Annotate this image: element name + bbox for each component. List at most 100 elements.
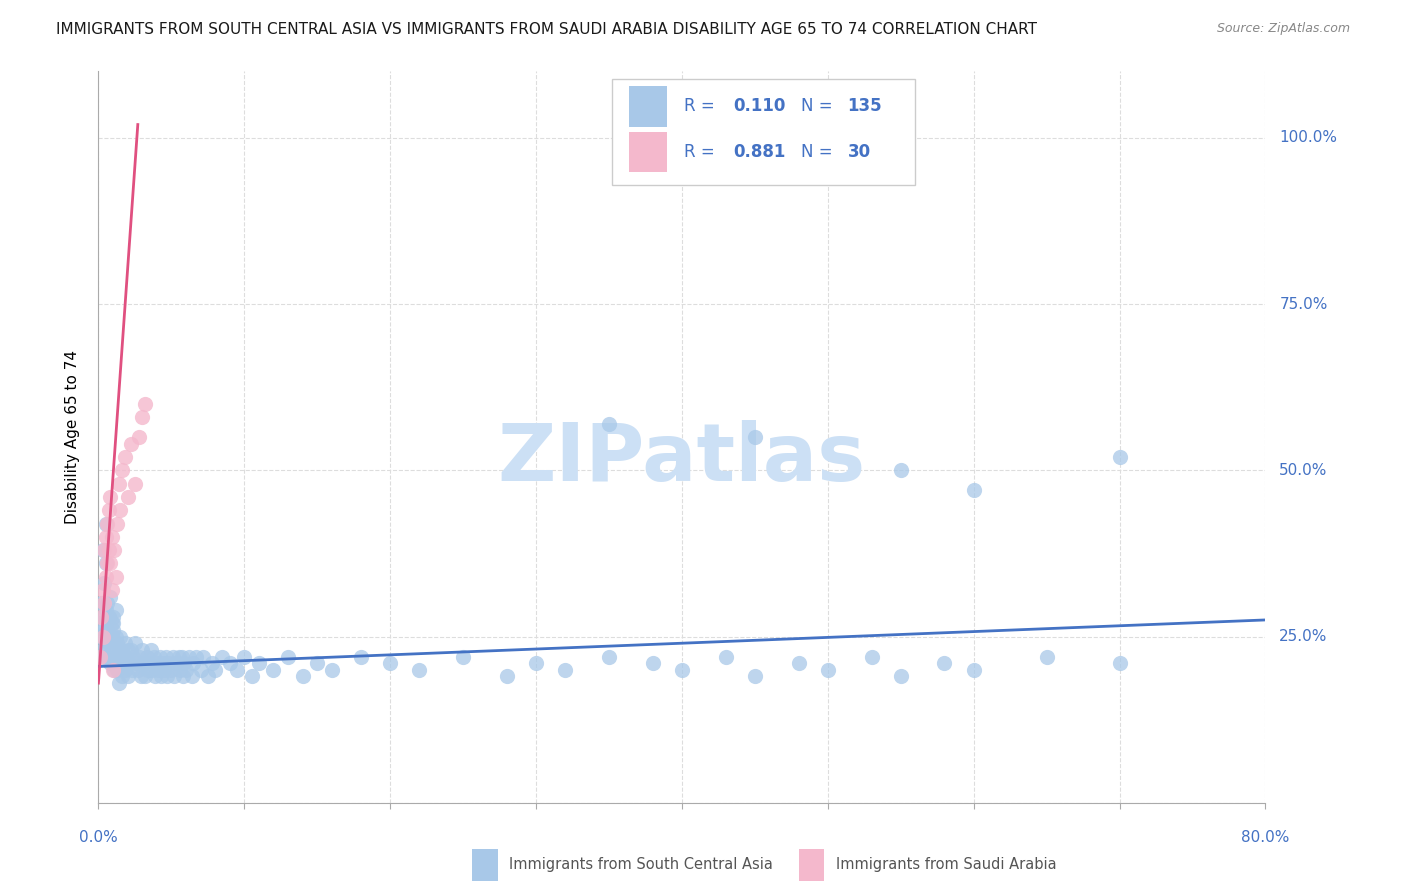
Point — [117, 669, 139, 683]
Point — [744, 669, 766, 683]
Point — [124, 476, 146, 491]
Point — [190, 663, 212, 677]
Text: N =: N = — [801, 97, 838, 115]
Point — [524, 656, 547, 670]
Point — [112, 656, 135, 670]
Point — [860, 649, 883, 664]
Point — [152, 656, 174, 670]
Point — [103, 663, 125, 677]
Point — [139, 643, 162, 657]
Point — [155, 649, 177, 664]
Point — [114, 450, 136, 464]
Point — [110, 630, 132, 644]
Point — [247, 656, 270, 670]
Point — [98, 630, 121, 644]
Point — [94, 516, 117, 531]
Point — [170, 649, 193, 664]
Point — [91, 630, 114, 644]
Point — [114, 663, 136, 677]
Point — [100, 530, 122, 544]
Point — [598, 649, 620, 664]
Point — [1108, 450, 1130, 464]
Point — [128, 649, 150, 664]
Point — [117, 643, 139, 657]
Point — [120, 436, 142, 450]
Point — [177, 649, 200, 664]
Point — [100, 582, 122, 597]
Point — [554, 663, 576, 677]
Text: 0.881: 0.881 — [734, 143, 786, 161]
Point — [146, 656, 169, 670]
Point — [110, 649, 132, 664]
Point — [496, 669, 519, 683]
Text: 75.0%: 75.0% — [1279, 297, 1327, 311]
Point — [121, 663, 143, 677]
Point — [91, 609, 114, 624]
Point — [226, 663, 249, 677]
Point — [598, 417, 620, 431]
Text: 0.110: 0.110 — [734, 97, 786, 115]
Point — [162, 649, 184, 664]
Point — [157, 656, 180, 670]
Point — [89, 616, 111, 631]
Point — [90, 596, 112, 610]
Point — [118, 656, 141, 670]
FancyBboxPatch shape — [630, 87, 666, 127]
Point — [277, 649, 299, 664]
Point — [108, 476, 131, 491]
Point — [97, 609, 120, 624]
Point — [451, 649, 474, 664]
Point — [1108, 656, 1130, 670]
Point — [97, 636, 120, 650]
Point — [96, 649, 118, 664]
Point — [962, 663, 984, 677]
Point — [134, 397, 156, 411]
Point — [93, 543, 115, 558]
Point — [181, 656, 204, 670]
Point — [186, 649, 208, 664]
Point — [108, 649, 131, 664]
Text: 135: 135 — [848, 97, 882, 115]
Point — [105, 516, 128, 531]
Point — [94, 636, 117, 650]
Point — [93, 576, 115, 591]
Point — [101, 623, 124, 637]
Point — [141, 663, 163, 677]
Point — [150, 669, 173, 683]
Point — [350, 649, 373, 664]
Point — [135, 649, 157, 664]
Point — [101, 649, 124, 664]
Point — [127, 663, 149, 677]
Point — [173, 656, 195, 670]
Point — [105, 663, 128, 677]
Text: 80.0%: 80.0% — [1241, 830, 1289, 845]
Point — [172, 669, 194, 683]
Point — [100, 643, 122, 657]
Point — [211, 649, 233, 664]
Point — [193, 649, 215, 664]
Point — [89, 649, 111, 664]
Point — [197, 669, 219, 683]
Point — [165, 656, 187, 670]
Point — [744, 430, 766, 444]
Point — [129, 669, 152, 683]
Point — [218, 656, 240, 670]
Point — [149, 649, 172, 664]
Point — [100, 630, 122, 644]
Point — [262, 663, 284, 677]
Point — [671, 663, 693, 677]
Point — [114, 636, 136, 650]
Point — [96, 596, 118, 610]
Point — [96, 516, 118, 531]
Point — [120, 643, 142, 657]
Point — [117, 490, 139, 504]
Point — [94, 603, 117, 617]
Point — [201, 656, 224, 670]
Point — [1035, 649, 1057, 664]
Point — [94, 570, 117, 584]
Point — [103, 543, 125, 558]
Text: Source: ZipAtlas.com: Source: ZipAtlas.com — [1216, 22, 1350, 36]
Point — [111, 669, 134, 683]
Text: 50.0%: 50.0% — [1279, 463, 1327, 478]
Point — [125, 656, 148, 670]
